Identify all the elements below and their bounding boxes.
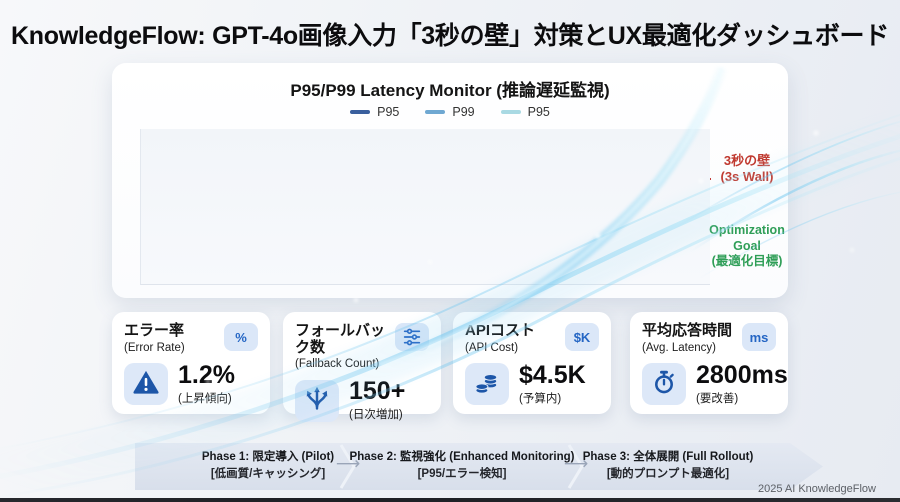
sliders-icon	[395, 323, 429, 351]
ms-badge: ms	[742, 323, 776, 351]
goal-label: Optimization Goal (最適化目標)	[709, 223, 785, 269]
branch-arrows-icon	[303, 385, 331, 416]
latency-line-chart	[140, 121, 718, 287]
latency-monitor-panel: P95/P99 Latency Monitor (推論遅延監視) P95 P99…	[112, 63, 788, 298]
kpi-value: 150+	[349, 377, 406, 405]
kpi-card-api-cost[interactable]: APIコスト (API Cost) $K $4.5K (予算内)	[453, 312, 611, 414]
rollout-phase-band: Phase 1: 限定導入 (Pilot) [低画質/キャッシング] ⟶ Pha…	[135, 443, 825, 490]
kpi-subtitle: (Error Rate)	[124, 341, 185, 354]
phase-2: Phase 2: 監視強化 (Enhanced Monitoring) [P95…	[349, 451, 575, 480]
page-title: KnowledgeFlow: GPT-4o画像入力「3秒の壁」対策とUX最適化ダ…	[11, 22, 889, 50]
percent-badge: %	[224, 323, 258, 351]
legend-item-p99[interactable]: P99	[425, 105, 475, 119]
legend-label: P95	[527, 105, 550, 119]
footer-credit: 2025 AI KnowledgeFlow	[757, 483, 876, 495]
kpi-subtitle: (API Cost)	[465, 341, 519, 354]
legend-item-p95-pale[interactable]: P95	[500, 105, 550, 119]
warning-triangle-icon	[132, 369, 160, 400]
kpi-card-avg-latency[interactable]: 平均応答時間 (Avg. Latency) ms 2800ms (	[630, 312, 788, 414]
kpi-value: 1.2%	[178, 360, 235, 389]
kpi-note: (日次増加)	[349, 409, 403, 421]
kpi-subtitle: (Avg. Latency)	[642, 341, 716, 354]
kpi-icon-tile	[642, 363, 686, 405]
kpi-icon-tile	[295, 379, 339, 422]
phase-3: Phase 3: 全体展開 (Full Rollout) [動的プロンプト最適化…	[582, 451, 754, 480]
legend-swatch-p95-pale	[500, 110, 521, 114]
kpi-icon-tile	[465, 363, 509, 405]
stopwatch-icon	[650, 369, 678, 400]
kpi-value: $4.5K	[519, 360, 586, 389]
chart-title: P95/P99 Latency Monitor (推論遅延監視)	[290, 81, 610, 100]
kpi-subtitle: (Fallback Count)	[295, 358, 380, 370]
kpi-title: エラー率	[124, 322, 185, 339]
phase-1: Phase 1: 限定導入 (Pilot) [低画質/キャッシング]	[201, 451, 335, 480]
kpi-note: (上昇傾向)	[178, 392, 232, 405]
kpi-note: (要改善)	[696, 392, 739, 405]
kpi-card-fallback-count[interactable]: フォールバック数 (Fallback Count)	[283, 312, 441, 422]
plot-background	[140, 129, 710, 285]
dollar-k-badge: $K	[565, 323, 599, 351]
bottom-edge-strip	[0, 498, 900, 502]
kpi-value: 2800ms	[696, 360, 788, 389]
legend-item-p95[interactable]: P95	[350, 105, 399, 119]
legend-swatch-p95	[350, 110, 371, 114]
chart-legend: P95 P99 P95	[112, 105, 788, 119]
kpi-icon-tile	[124, 363, 168, 405]
legend-label: P99	[452, 105, 475, 119]
legend-label: P95	[377, 105, 400, 119]
coins-icon	[473, 369, 501, 400]
kpi-title: APIコスト	[465, 322, 536, 339]
legend-swatch-p99	[425, 110, 446, 114]
threshold-label: 3秒の壁 (3s Wall)	[720, 153, 774, 185]
kpi-title: 平均応答時間	[642, 322, 733, 339]
kpi-note: (予算内)	[519, 392, 562, 405]
kpi-card-error-rate[interactable]: エラー率 (Error Rate) % 1.2% (上昇傾向)	[112, 312, 270, 414]
kpi-title: フォールバック数	[295, 322, 386, 356]
